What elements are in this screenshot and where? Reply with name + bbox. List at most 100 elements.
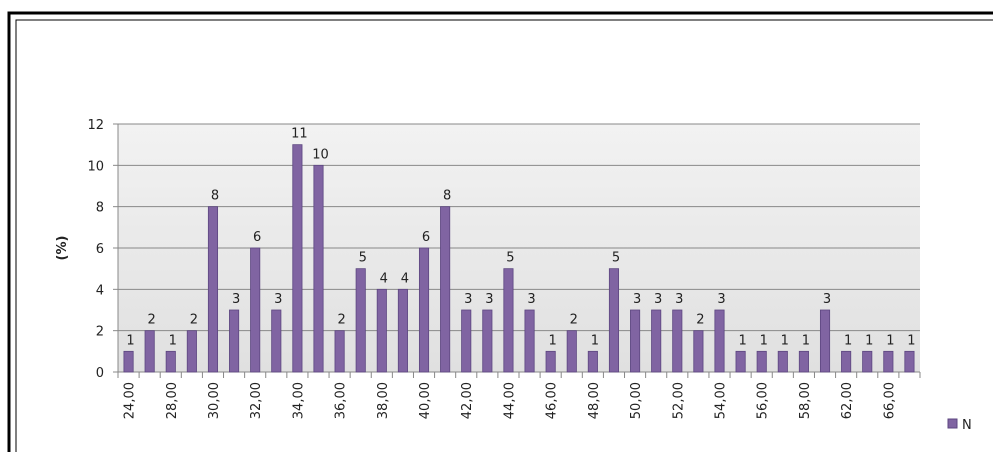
bar [503,268,514,373]
bar [608,268,620,373]
bar [186,330,197,373]
x-tick-label: 42,00 [460,382,475,419]
x-tick-label: 48,00 [587,382,602,419]
bar [777,350,788,373]
bar [376,288,387,373]
bar [229,309,240,373]
outer-frame [7,11,993,456]
value-label: 1 [126,333,134,348]
value-label: 1 [844,333,852,348]
bar [313,164,324,373]
x-tick-label: 66,00 [882,382,897,419]
value-label: 3 [464,292,472,307]
bar [630,309,641,373]
bar [271,309,282,373]
bar [841,350,852,373]
value-label: 8 [211,189,219,204]
x-tick-label: 44,00 [502,382,517,419]
bar [165,350,176,373]
value-label: 2 [570,313,578,328]
bar [482,309,493,373]
bar [714,309,725,373]
bar [566,330,577,373]
value-label: 1 [907,333,915,348]
value-label: 6 [422,230,430,245]
value-label: 3 [633,292,641,307]
x-tick-label: 46,00 [545,382,560,419]
bar [862,350,873,373]
value-label: 5 [612,251,620,266]
value-label: 1 [802,333,810,348]
y-tick-label: 4 [96,283,104,298]
value-label: 3 [527,292,535,307]
y-tick-label: 0 [96,366,104,381]
x-tick-label: 50,00 [629,382,644,419]
bar [418,247,430,373]
value-label: 2 [148,313,156,328]
y-tick-label: 8 [96,201,104,216]
value-label: 1 [591,333,599,348]
bar [355,268,366,373]
x-tick-label: 52,00 [671,382,686,419]
value-label: 1 [865,333,873,348]
x-tick-label: 40,00 [418,382,433,419]
value-label: 1 [549,333,557,348]
y-tick-label: 10 [87,159,104,174]
value-label: 3 [232,292,240,307]
legend-swatch [947,418,958,429]
value-label: 10 [312,147,329,162]
x-tick-label: 58,00 [798,382,813,419]
bar [397,288,408,373]
value-label: 1 [886,333,894,348]
bar [651,309,662,373]
bar [292,144,303,373]
value-label: 6 [253,230,261,245]
value-label: 3 [485,292,493,307]
value-label: 1 [781,333,789,348]
bar [672,309,683,373]
y-tick-label: 12 [87,118,104,133]
x-tick-label: 32,00 [249,382,264,419]
value-label: 3 [274,292,282,307]
bar [524,309,535,373]
value-label: 3 [675,292,683,307]
x-tick-label: 38,00 [376,382,391,419]
value-label: 5 [506,251,514,266]
bar [123,350,134,373]
y-tick-label: 2 [96,325,104,340]
x-tick-label: 36,00 [334,382,349,419]
x-tick-label: 56,00 [756,382,771,419]
value-label: 2 [337,313,345,328]
x-tick-label: 54,00 [714,382,729,419]
bar [250,247,261,373]
bar [798,350,809,373]
bar [207,206,219,373]
bar [756,350,767,373]
bar [883,350,894,373]
bar [461,309,472,373]
value-label: 11 [291,127,308,142]
value-label: 5 [359,251,367,266]
value-label: 2 [190,313,198,328]
x-tick-label: 28,00 [165,382,180,419]
x-tick-label: 30,00 [207,382,222,419]
bar [735,350,746,373]
value-label: 3 [823,292,831,307]
x-tick-label: 62,00 [840,382,855,419]
x-tick-label: 24,00 [123,382,138,419]
value-label: 3 [654,292,662,307]
value-label: 1 [760,333,768,348]
legend-label: N [962,418,972,433]
y-tick-label: 6 [96,242,104,257]
bar [334,330,345,373]
bar [440,206,451,373]
value-label: 2 [696,313,704,328]
y-axis-label: (%) [55,236,70,261]
value-label: 1 [738,333,746,348]
bar [545,350,556,373]
x-tick-label: 34,00 [291,382,306,419]
value-label: 3 [717,292,725,307]
value-label: 8 [443,189,451,204]
